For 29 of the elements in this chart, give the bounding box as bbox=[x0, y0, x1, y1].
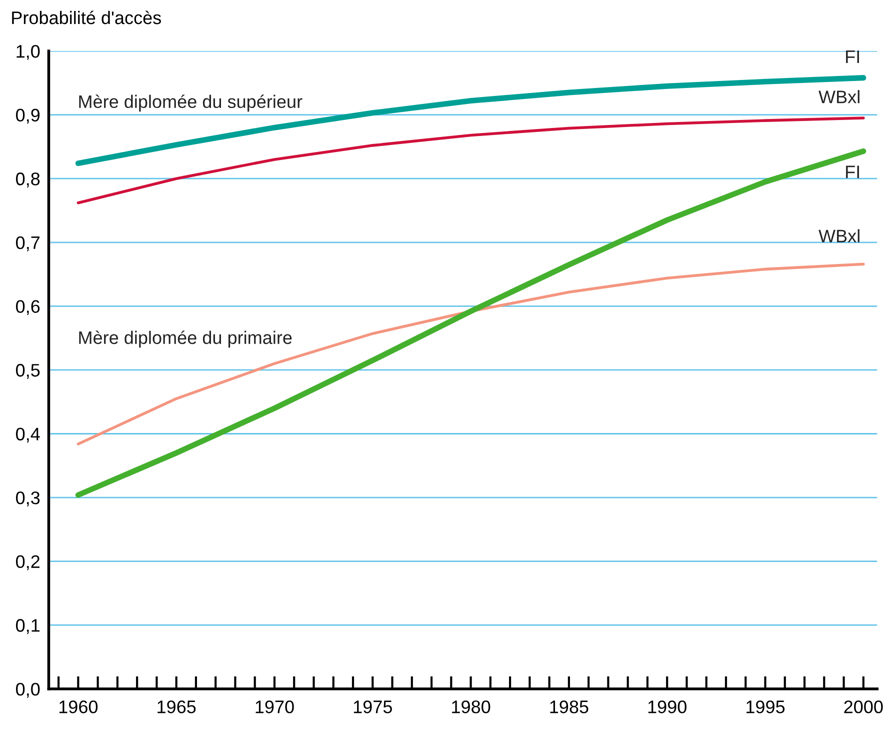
y-tick-label: 0,5 bbox=[16, 364, 40, 379]
annotation: Mère diplomée du primaire bbox=[79, 330, 292, 348]
y-tick-label: 0,2 bbox=[16, 555, 40, 570]
x-tick-label: 1995 bbox=[746, 700, 785, 714]
x-tick-label: 1975 bbox=[354, 700, 392, 714]
y-tick-label: 0,6 bbox=[16, 300, 40, 316]
y-axis-title: Probabilité d'accès bbox=[12, 10, 161, 24]
x-tick-label: 1980 bbox=[452, 700, 490, 714]
y-tick-label: 0,0 bbox=[16, 682, 40, 698]
y-tick-label: 0,3 bbox=[16, 491, 40, 506]
x-tick-label: 1970 bbox=[256, 700, 294, 714]
series-label: FI bbox=[846, 166, 859, 178]
y-tick-label: 0,7 bbox=[16, 236, 40, 252]
series-label: WBxl bbox=[818, 90, 860, 104]
line-series bbox=[76, 116, 865, 204]
series-label: FI bbox=[846, 50, 859, 63]
y-tick-label: 0,9 bbox=[16, 108, 40, 124]
y-tick-label: 0,1 bbox=[16, 619, 40, 634]
x-tick-label: 1985 bbox=[550, 700, 588, 714]
annotation: Mère diplomée du supérieur bbox=[79, 94, 302, 112]
y-tick-label: 0,4 bbox=[16, 428, 40, 443]
x-tick-label: 1965 bbox=[158, 700, 196, 714]
x-tick-label: 1990 bbox=[648, 700, 686, 714]
y-tick-label: 0,8 bbox=[16, 172, 40, 188]
x-tick-label: 2000 bbox=[844, 700, 883, 714]
x-tick-label: 1960 bbox=[59, 700, 98, 714]
line-series bbox=[76, 262, 865, 446]
y-tick-label: 1,0 bbox=[16, 44, 40, 60]
series-label: WBxl bbox=[818, 229, 860, 242]
